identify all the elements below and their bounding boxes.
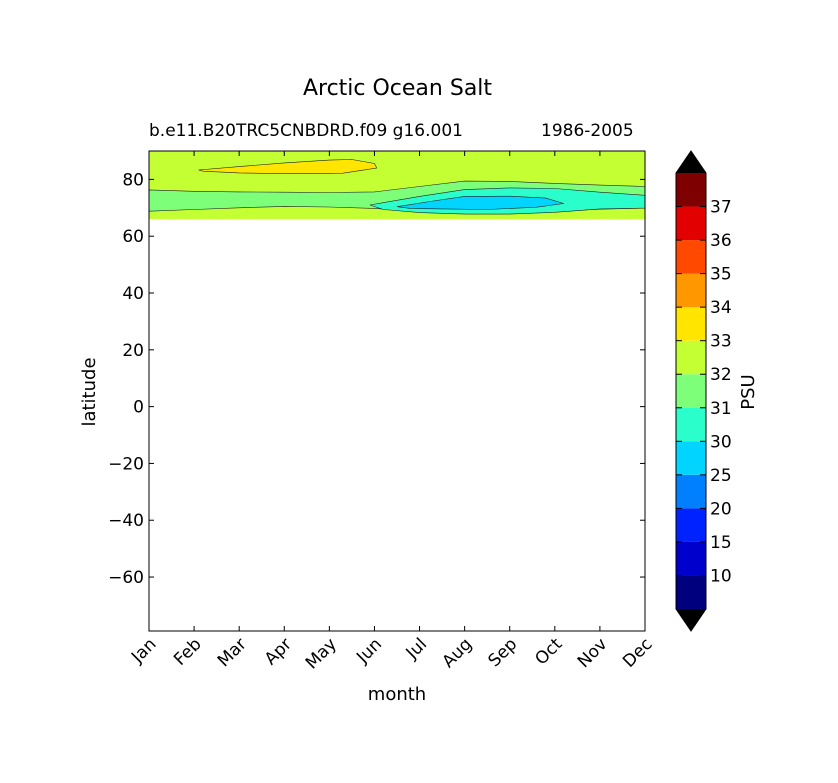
colorbar-segment bbox=[676, 240, 706, 274]
y-tick-label: 40 bbox=[122, 284, 144, 304]
x-tick-label: Oct bbox=[531, 634, 566, 669]
x-axis-label: month bbox=[368, 684, 426, 705]
colorbar-tick-label: 32 bbox=[710, 365, 732, 385]
x-tick-label: Jan bbox=[127, 634, 160, 667]
colorbar-tick-label: 15 bbox=[710, 533, 732, 553]
colorbar-segment bbox=[676, 206, 706, 241]
colorbar-tick-label: 33 bbox=[710, 332, 732, 352]
colorbar-extend-min bbox=[676, 609, 706, 631]
y-tick-label: 20 bbox=[122, 341, 144, 361]
colorbar-tick-label: 35 bbox=[710, 265, 732, 285]
y-tick-label: −20 bbox=[108, 454, 144, 474]
chart-title: Arctic Ocean Salt bbox=[302, 76, 493, 101]
x-tick-label: Aug bbox=[439, 634, 477, 672]
contour-region-25-30 bbox=[396, 195, 564, 210]
colorbar-segment bbox=[676, 173, 706, 207]
colorbar-segment bbox=[676, 340, 706, 375]
y-tick-label: −40 bbox=[108, 511, 144, 531]
colorbar-tick-label: 20 bbox=[710, 499, 732, 519]
y-tick-label: 60 bbox=[122, 227, 144, 247]
colorbar-tick-label: 30 bbox=[710, 432, 732, 452]
x-tick-label: May bbox=[302, 634, 341, 673]
colorbar-tick-label: 34 bbox=[710, 298, 732, 318]
x-tick-label: Mar bbox=[214, 634, 251, 671]
x-tick-label: Feb bbox=[170, 634, 205, 669]
colorbar-tick-label: 10 bbox=[710, 566, 732, 586]
colorbar-tick-label: 36 bbox=[710, 231, 732, 251]
y-axis-label: latitude bbox=[79, 357, 100, 426]
contour-region-33-34 bbox=[198, 159, 378, 175]
colorbar-segment bbox=[676, 407, 706, 442]
x-tick-label: Apr bbox=[261, 634, 296, 669]
colorbar-segment bbox=[676, 474, 706, 509]
x-tick-label: Sep bbox=[484, 634, 521, 671]
colorbar-tick-label: 37 bbox=[710, 198, 732, 218]
colorbar-segment bbox=[676, 575, 706, 609]
x-tick-label: Jul bbox=[402, 634, 431, 663]
colorbar-tick-label: 25 bbox=[710, 466, 732, 486]
colorbar-label: PSU bbox=[738, 374, 759, 409]
colorbar-outline bbox=[675, 150, 707, 632]
y-tick-label: 80 bbox=[122, 170, 144, 190]
x-tick-label: Dec bbox=[619, 634, 656, 671]
x-tick-label: Jun bbox=[352, 634, 386, 668]
chart-subtitle-years: 1986-2005 bbox=[541, 121, 634, 141]
x-tick-label: Nov bbox=[574, 634, 612, 672]
colorbar-segment bbox=[676, 441, 706, 475]
y-tick-label: −60 bbox=[108, 568, 144, 588]
y-tick-label: 0 bbox=[133, 398, 144, 418]
colorbar-segment bbox=[676, 374, 706, 408]
colorbar-extend-max bbox=[676, 151, 706, 173]
colorbar-segment bbox=[676, 307, 706, 341]
colorbar-segment bbox=[676, 541, 706, 576]
colorbar-segment bbox=[676, 508, 706, 542]
colorbar-tick-label: 31 bbox=[710, 399, 732, 419]
plot-frame bbox=[148, 150, 646, 632]
chart-subtitle-case: b.e11.B20TRC5CNBDRD.f09 g16.001 bbox=[149, 121, 463, 141]
colorbar-segment bbox=[676, 273, 706, 308]
